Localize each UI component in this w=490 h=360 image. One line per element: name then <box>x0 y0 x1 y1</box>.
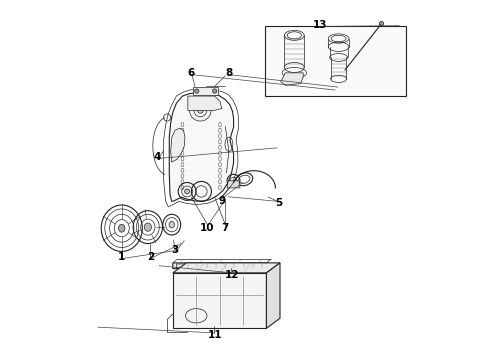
Bar <box>265 26 406 96</box>
Ellipse shape <box>144 223 151 231</box>
Bar <box>193 87 218 95</box>
Polygon shape <box>173 263 270 269</box>
Text: 8: 8 <box>225 68 233 78</box>
Circle shape <box>195 89 199 93</box>
Ellipse shape <box>119 224 125 232</box>
Text: 9: 9 <box>218 197 225 206</box>
Text: 11: 11 <box>207 330 222 341</box>
Polygon shape <box>267 263 280 328</box>
Text: 5: 5 <box>275 198 283 208</box>
Polygon shape <box>173 273 267 328</box>
Polygon shape <box>227 181 240 188</box>
Polygon shape <box>188 96 222 111</box>
Text: 1: 1 <box>118 252 125 262</box>
Text: 6: 6 <box>188 68 195 78</box>
Circle shape <box>213 89 217 93</box>
Polygon shape <box>171 128 185 162</box>
Text: 12: 12 <box>225 270 240 280</box>
Text: 10: 10 <box>200 223 215 233</box>
Ellipse shape <box>169 221 174 228</box>
Circle shape <box>379 21 384 26</box>
Text: 13: 13 <box>313 19 327 30</box>
Text: 3: 3 <box>172 245 179 255</box>
Polygon shape <box>281 73 303 85</box>
Polygon shape <box>173 263 280 273</box>
Text: 7: 7 <box>221 223 229 233</box>
Circle shape <box>185 189 190 194</box>
Text: 2: 2 <box>147 252 154 262</box>
Polygon shape <box>169 93 234 202</box>
Circle shape <box>197 108 203 113</box>
Text: 4: 4 <box>154 152 161 162</box>
